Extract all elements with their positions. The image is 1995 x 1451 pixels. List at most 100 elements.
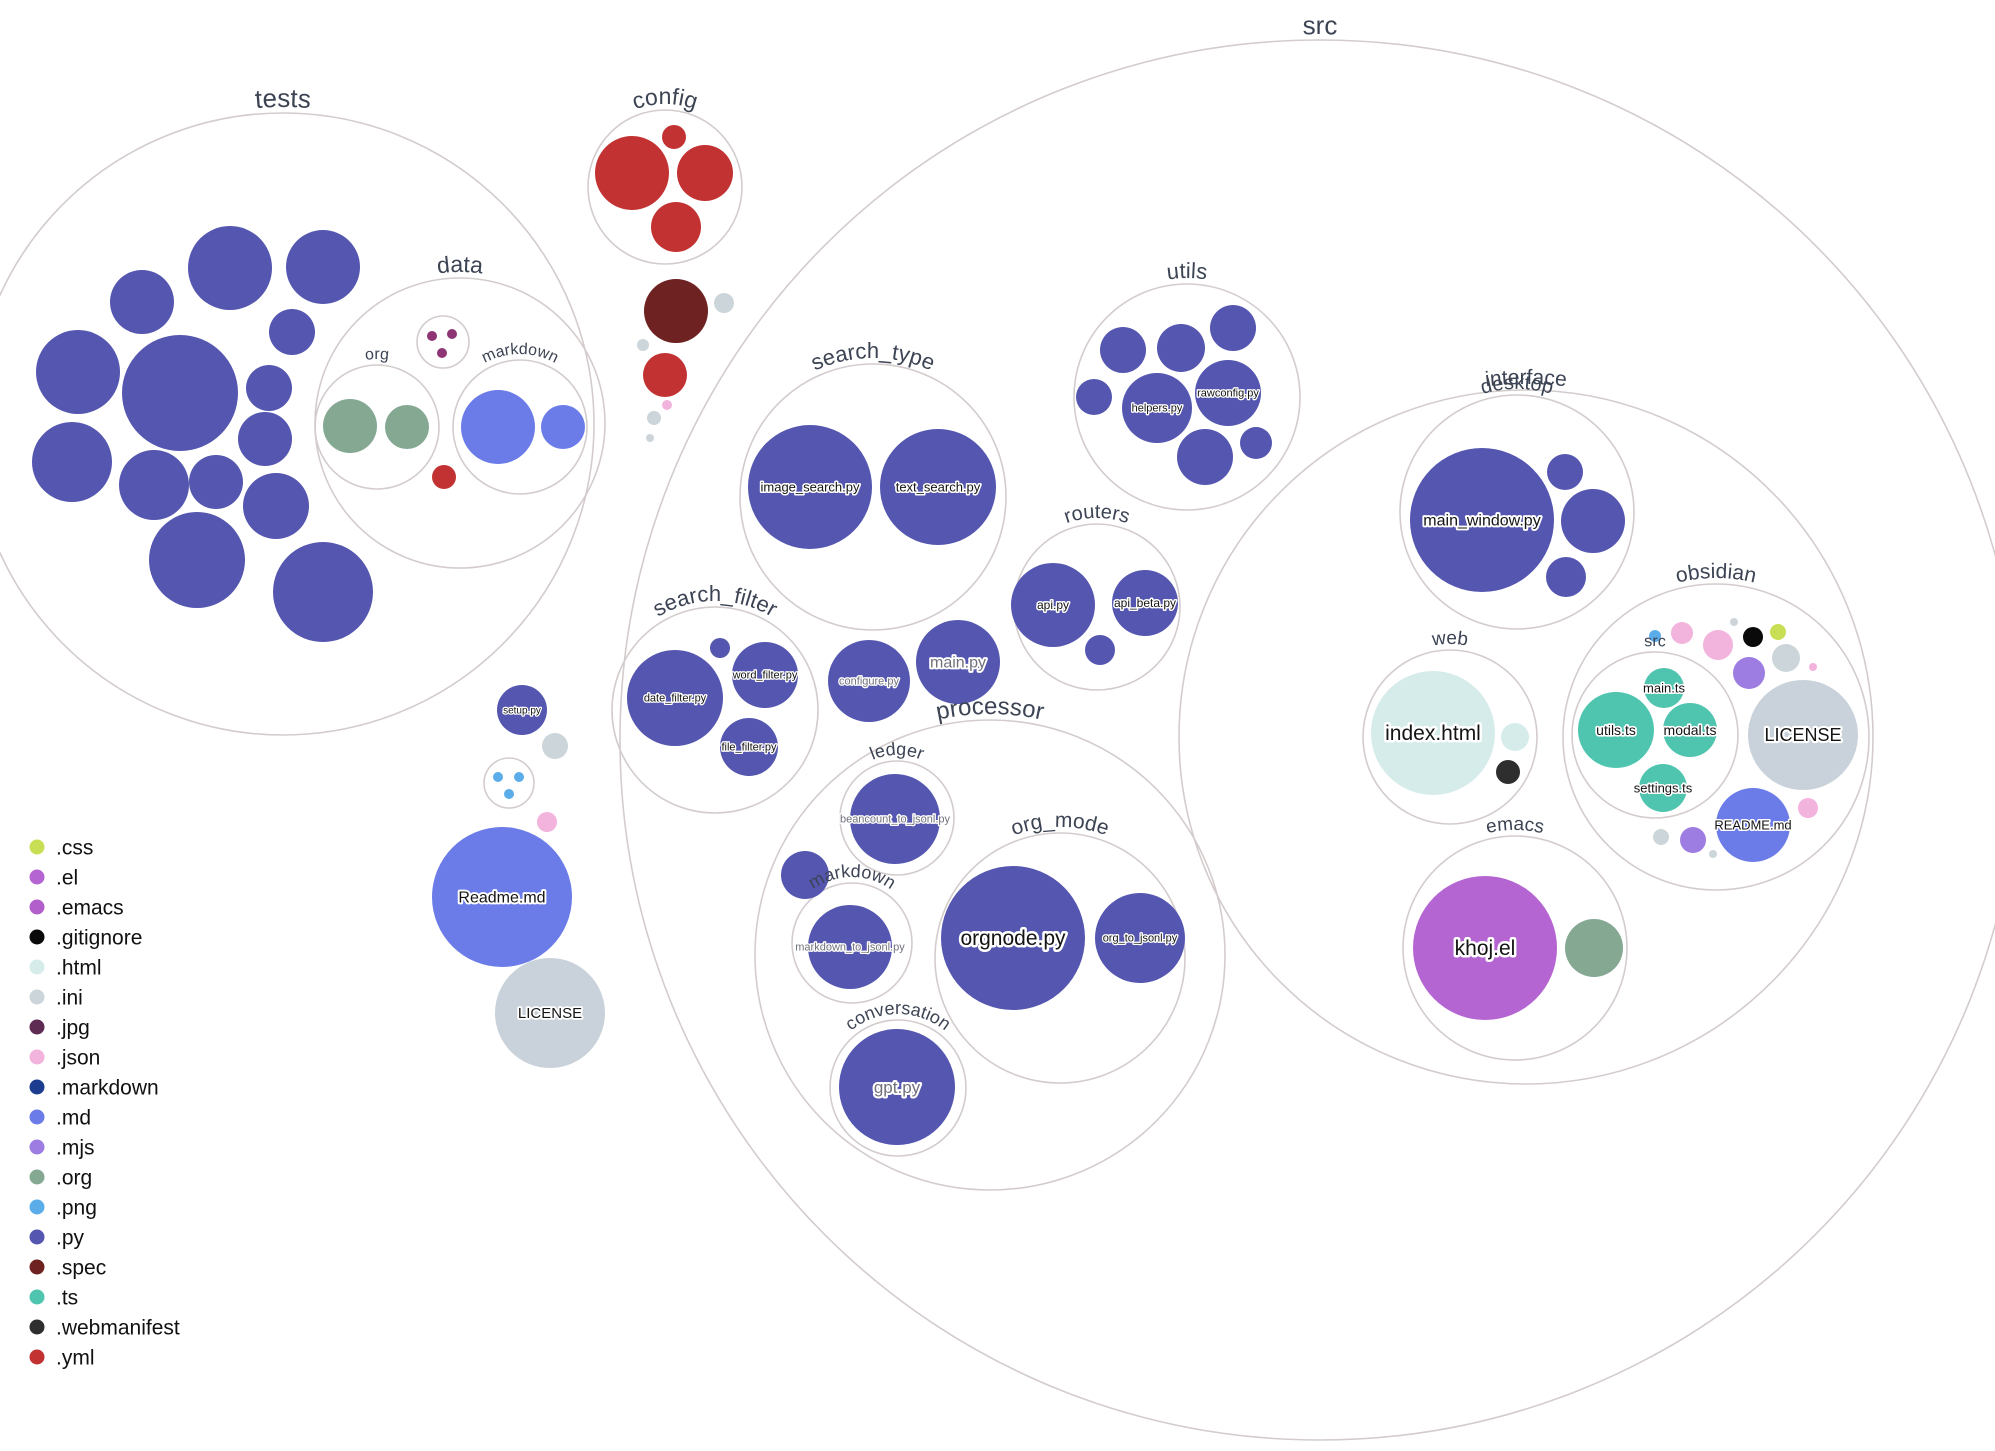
- folder-circle-ledger: [839, 760, 955, 876]
- file-circle-setup.py: [497, 685, 547, 735]
- file-label-utils.ts: utils.ts: [1596, 722, 1636, 738]
- file-circle-modal.ts: [1663, 703, 1717, 757]
- file-circle-main_window.py: [1410, 448, 1554, 592]
- file-circle-py-file: [110, 270, 174, 334]
- file-circle-py-file: [189, 455, 243, 509]
- file-circle-spec-file: [644, 279, 708, 343]
- file-circle-org_to_jsonl.py: [1095, 893, 1185, 983]
- legend-label-webmanifest: .webmanifest: [56, 1316, 180, 1339]
- folder-label-web: web: [1430, 628, 1469, 651]
- file-circle-json-file: [537, 812, 557, 832]
- file-circle-api_beta.py: [1112, 570, 1178, 636]
- file-circle-org-file: [323, 399, 377, 453]
- file-circle-yml-file: [595, 136, 669, 210]
- file-circle-main.ts: [1644, 668, 1684, 708]
- file-circle-py-file: [1100, 327, 1146, 373]
- file-circle-jpg-file: [447, 329, 457, 339]
- file-circle-date_filter.py: [627, 650, 723, 746]
- file-circle-configure.py: [828, 640, 910, 722]
- file-circle-py-file: [1085, 635, 1115, 665]
- file-circle-ini-file: [1772, 644, 1800, 672]
- file-circle-ini-file: [714, 293, 734, 313]
- legend-label-mjs: .mjs: [56, 1136, 95, 1159]
- legend-item-el: .el: [29, 866, 78, 889]
- file-label-rawconfig.py: rawconfig.py: [1197, 388, 1259, 400]
- folder-circle-utils: [1073, 283, 1301, 511]
- legend-swatch-gitignore: [29, 929, 45, 945]
- legend-swatch-yml: [29, 1349, 45, 1365]
- legend-label-json: .json: [56, 1046, 100, 1069]
- file-label-LICENSE: LICENSE: [518, 1005, 582, 1022]
- file-label-README.md: README.md: [1714, 817, 1791, 832]
- legend-swatch-spec: [29, 1259, 45, 1275]
- file-circle-py-file: [36, 330, 120, 414]
- legend: .css .el .emacs .gitignore .html .ini .jpg .jso…: [29, 836, 180, 1369]
- file-circle-beancount_to_jsonl.py: [850, 774, 940, 864]
- file-circle-LICENSE: [1748, 680, 1858, 790]
- legend-label-png: .png: [56, 1196, 97, 1219]
- legend-item-png: .png: [29, 1196, 97, 1219]
- file-circle-py-file: [269, 309, 315, 355]
- folder-label-org: org: [364, 346, 390, 364]
- legend-item-emacs: .emacs: [29, 896, 124, 919]
- legend-item-css: .css: [29, 836, 93, 859]
- folder-label-org_mode: org_mode: [1008, 809, 1112, 840]
- file-circle-helpers.py: [1122, 373, 1192, 443]
- legend-swatch-mjs: [29, 1139, 45, 1155]
- file-label-gpt.py: gpt.py: [874, 1078, 921, 1097]
- file-label-beancount_to_jsonl.py: beancount_to_jsonl.py: [840, 814, 951, 826]
- folder-label-search_filter: search_filter: [648, 581, 782, 621]
- file-circle-utils.ts: [1578, 692, 1654, 768]
- file-circle-md-file: [541, 405, 585, 449]
- legend-swatch-ini: [29, 989, 45, 1005]
- file-circle-py-file: [710, 638, 730, 658]
- folder-circle-desktop: [1399, 394, 1635, 630]
- legend-swatch-html: [29, 959, 45, 975]
- file-circle-LICENSE: [495, 958, 605, 1068]
- file-circle-py-file: [188, 226, 272, 310]
- file-circle-gpt.py: [839, 1029, 955, 1145]
- file-circle-yml-file: [651, 202, 701, 252]
- legend-item-json: .json: [29, 1046, 100, 1069]
- legend-item-spec: .spec: [29, 1256, 106, 1279]
- file-circle-image_search.py: [748, 425, 872, 549]
- legend-swatch-py: [29, 1229, 45, 1245]
- legend-item-gitignore: .gitignore: [29, 926, 142, 949]
- file-label-org_to_jsonl.py: org_to_jsonl.py: [1103, 933, 1178, 945]
- file-label-helpers.py: helpers.py: [1132, 403, 1183, 415]
- legend-label-emacs: .emacs: [56, 896, 124, 919]
- file-circle-yml-file: [662, 125, 686, 149]
- file-label-configure.py: configure.py: [839, 676, 899, 688]
- file-circle-py-file: [32, 422, 112, 502]
- file-label-setup.py: setup.py: [503, 705, 541, 716]
- file-circle-ini-file: [542, 733, 568, 759]
- file-circle-png-file: [1649, 630, 1661, 642]
- file-circle-ini-file: [637, 339, 649, 351]
- file-circle-png-file: [504, 789, 514, 799]
- file-circle-py-file: [122, 335, 238, 451]
- legend-label-markdown: .markdown: [56, 1076, 159, 1099]
- file-label-main.py: main.py: [930, 654, 986, 671]
- legend-swatch-json: [29, 1049, 45, 1065]
- file-circle-py-file: [286, 230, 360, 304]
- legend-label-html: .html: [56, 956, 102, 979]
- legend-swatch-org: [29, 1169, 45, 1185]
- file-circle-ini-file: [646, 434, 654, 442]
- folder-circle-obsidian: [1562, 583, 1870, 891]
- file-label-word_filter.py: word_filter.py: [732, 670, 798, 682]
- folder-circle-emacs: [1402, 835, 1628, 1061]
- file-circle-webmanifest-file: [1496, 760, 1520, 784]
- legend-item-md: .md: [29, 1106, 91, 1129]
- file-circle-json-file: [1798, 798, 1818, 818]
- file-circle-png-file: [514, 772, 524, 782]
- file-circle-py-file: [1076, 379, 1112, 415]
- file-circle-file_filter.py: [720, 718, 778, 776]
- legend-item-mjs: .mjs: [29, 1136, 95, 1159]
- file-label-orgnode.py: orgnode.py: [960, 927, 1066, 950]
- file-circle-py-file: [781, 851, 829, 899]
- legend-label-gitignore: .gitignore: [56, 926, 142, 949]
- legend-label-css: .css: [56, 836, 93, 859]
- file-circle-Readme.md: [432, 827, 572, 967]
- file-circle-py-file: [238, 412, 292, 466]
